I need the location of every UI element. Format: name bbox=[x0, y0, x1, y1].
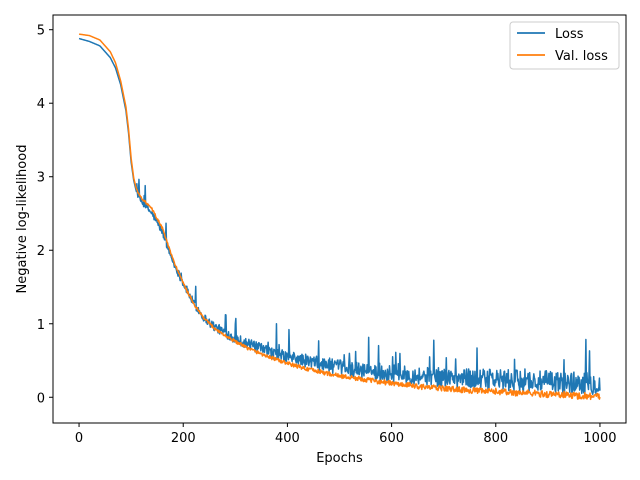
y-tick-label: 5 bbox=[37, 24, 45, 39]
x-tick-label: 600 bbox=[379, 431, 404, 446]
y-tick-label: 3 bbox=[37, 171, 45, 186]
legend: Loss Val. loss bbox=[509, 21, 620, 70]
legend-label-loss: Loss bbox=[555, 27, 584, 42]
y-tick-label: 0 bbox=[37, 391, 45, 406]
x-tick-label: 0 bbox=[75, 431, 83, 446]
plot-frame bbox=[52, 14, 627, 424]
x-axis-ticks: 0 200 400 600 800 1000 bbox=[75, 423, 617, 446]
x-tick-label: 200 bbox=[171, 431, 196, 446]
series-line-val-loss bbox=[78, 33, 601, 401]
y-axis-ticks: 0 1 2 3 4 5 bbox=[37, 24, 53, 406]
legend-label-val-loss: Val. loss bbox=[555, 49, 608, 64]
x-tick-label: 800 bbox=[483, 431, 508, 446]
x-axis-label: Epochs bbox=[316, 451, 363, 466]
series-lines bbox=[78, 33, 601, 401]
plot-area bbox=[53, 15, 626, 423]
x-tick-label: 400 bbox=[275, 431, 300, 446]
x-tick-label: 1000 bbox=[583, 431, 616, 446]
y-tick-label: 4 bbox=[37, 97, 45, 112]
y-tick-label: 2 bbox=[37, 244, 45, 259]
series-line-loss bbox=[78, 37, 601, 395]
y-axis-label: Negative log-likelihood bbox=[15, 145, 30, 294]
y-tick-label: 1 bbox=[37, 318, 45, 333]
